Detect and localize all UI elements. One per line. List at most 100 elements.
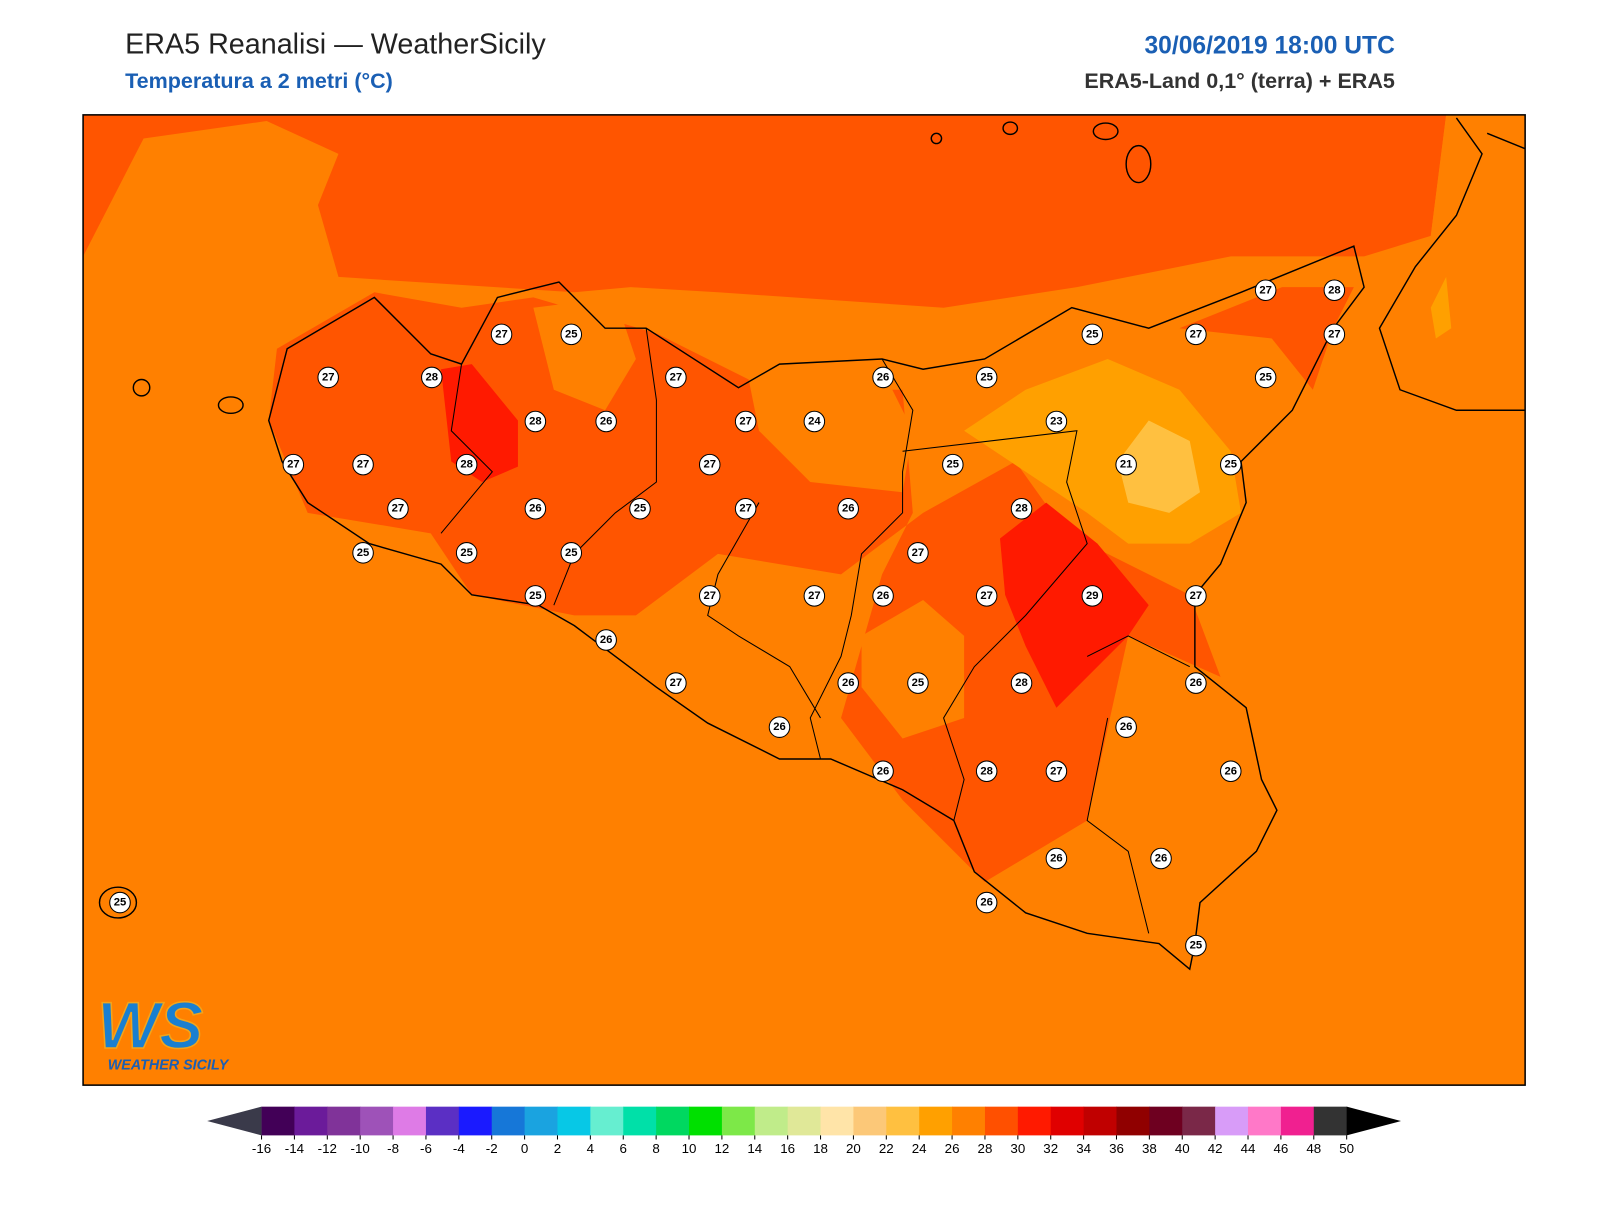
station-marker	[872, 585, 894, 607]
colorbar-bin	[721, 1106, 756, 1136]
colorbar-tick-label: -2	[486, 1141, 498, 1156]
station-marker	[1185, 323, 1207, 346]
station-marker	[1323, 279, 1346, 302]
station: 27	[1323, 323, 1346, 346]
station: 26	[975, 891, 998, 914]
station-value: 27	[1050, 765, 1063, 777]
station-value: 26	[1120, 721, 1133, 733]
warm-land	[1179, 287, 1354, 390]
station-marker	[1150, 847, 1172, 870]
station: 27	[282, 453, 305, 476]
station-marker	[1254, 366, 1277, 389]
station-value: 25	[565, 328, 578, 340]
station-marker	[560, 542, 583, 564]
station-marker	[975, 891, 998, 914]
colorbar-bin	[1017, 1106, 1052, 1136]
station-value: 27	[1190, 328, 1203, 340]
station-value: 25	[1225, 459, 1238, 471]
station: 26	[1185, 672, 1207, 694]
station-value: 26	[877, 371, 890, 383]
station-value: 27	[1259, 284, 1272, 296]
colorbar-tick-label: -6	[420, 1141, 432, 1156]
colorbar-tick-label: 34	[1076, 1141, 1091, 1156]
province-border	[902, 430, 1088, 821]
colorbar-bin	[1083, 1106, 1118, 1136]
station-value: 27	[357, 459, 370, 471]
colorbar-bin	[1050, 1106, 1085, 1136]
cool-core	[1117, 420, 1200, 513]
calabria-coast	[1486, 132, 1526, 150]
colorbar-bin	[590, 1106, 624, 1136]
station-value: 28	[1328, 284, 1341, 296]
station-value: 28	[980, 765, 993, 777]
datetime: 30/06/2019 18:00 UTC	[1144, 32, 1395, 59]
colorbar-tick-label: -10	[351, 1141, 370, 1156]
station-marker	[560, 323, 583, 346]
station: 28	[1323, 279, 1346, 302]
station-value: 27	[495, 328, 508, 340]
mild-land	[748, 369, 913, 493]
station-marker	[490, 323, 513, 346]
station: 28	[524, 410, 547, 433]
colorbar-bin	[458, 1106, 493, 1136]
station-value: 27	[739, 416, 752, 428]
colorbar-tick-label: 18	[813, 1141, 828, 1156]
station: 26	[1115, 716, 1137, 738]
station-marker	[698, 453, 721, 476]
station-value: 26	[529, 503, 542, 515]
station-value: 26	[980, 897, 993, 909]
island	[1125, 144, 1152, 184]
station-marker	[975, 585, 998, 607]
station-marker	[665, 672, 687, 694]
colorbar-bin	[656, 1106, 690, 1136]
station-marker	[665, 366, 687, 389]
colorbar-bin	[1149, 1106, 1183, 1136]
title: ERA5 Reanalisi — WeatherSicily	[125, 28, 546, 60]
station-value: 26	[1190, 677, 1203, 689]
station: 27	[734, 497, 757, 520]
logo: WS WEATHER SICILY	[97, 988, 230, 1073]
station-value: 25	[114, 897, 127, 909]
island	[1092, 122, 1119, 141]
station-value: 27	[739, 503, 752, 515]
station-value: 25	[1086, 328, 1099, 340]
colorbar-bin	[984, 1106, 1019, 1136]
station-marker	[524, 585, 547, 607]
station-value: 27	[322, 371, 335, 383]
station: 27	[665, 672, 687, 694]
station-value: 28	[1015, 677, 1028, 689]
station-value: 25	[1190, 940, 1203, 952]
station-marker	[907, 542, 929, 564]
colorbar-bin	[1313, 1106, 1348, 1136]
colorbar-bin	[952, 1106, 986, 1136]
station: 27	[698, 453, 721, 476]
colorbar-bin	[294, 1106, 328, 1136]
station: 26	[1220, 760, 1242, 783]
station-value: 29	[1086, 590, 1099, 602]
colorbar-bin	[1280, 1106, 1315, 1136]
colorbar-tick-label: 8	[652, 1141, 659, 1156]
station-value: 26	[773, 721, 786, 733]
station-marker	[524, 410, 547, 433]
station: 28	[421, 366, 443, 389]
station-value: 25	[529, 590, 542, 602]
station-value: 27	[912, 547, 925, 559]
station: 25	[352, 542, 374, 564]
station: 26	[1150, 847, 1172, 870]
station: 25	[560, 323, 583, 346]
province-border	[707, 502, 821, 719]
station: 25	[1254, 366, 1277, 389]
station-marker	[1115, 716, 1137, 738]
colorbar-tick-label: 24	[912, 1141, 927, 1156]
station: 25	[1220, 453, 1242, 476]
station-marker	[1045, 760, 1068, 783]
station-marker	[317, 366, 339, 389]
station: 27	[1045, 760, 1068, 783]
station-value: 25	[912, 677, 925, 689]
station-marker	[352, 453, 374, 476]
colorbar-tick-label: 4	[587, 1141, 595, 1156]
colorbar-bin	[557, 1106, 591, 1136]
colorbar-tick-label: 14	[747, 1141, 762, 1156]
station: 25	[109, 891, 131, 914]
